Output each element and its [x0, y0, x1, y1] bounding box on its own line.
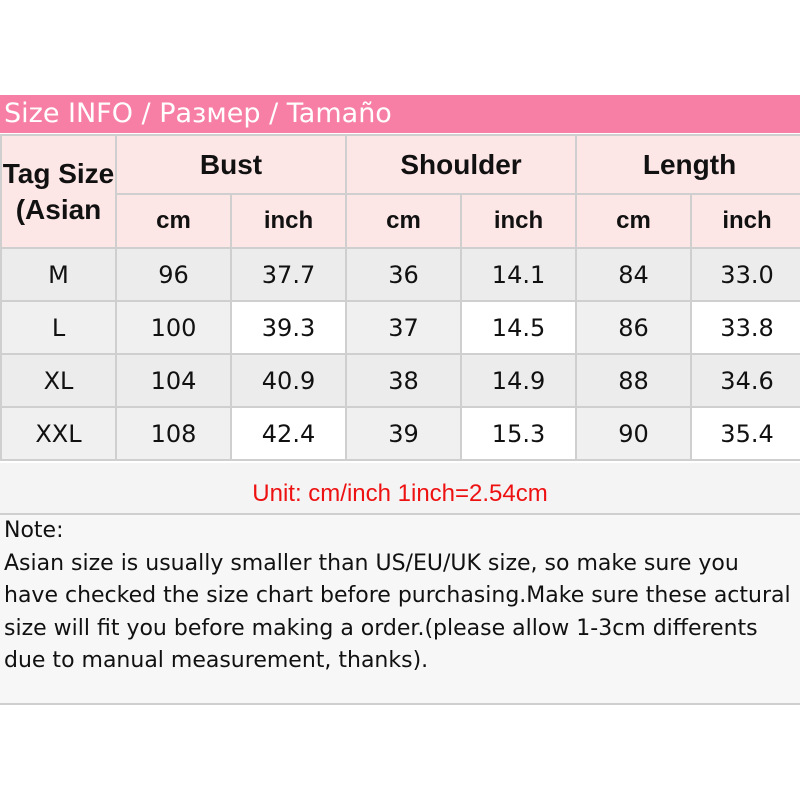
value-cell: 35.4	[690, 406, 800, 461]
tag-size-header: Tag Size (Asian	[0, 134, 117, 249]
value-cell: 37.7	[229, 247, 348, 302]
value-cell: 15.3	[460, 406, 578, 461]
unit-header: inch	[229, 193, 348, 249]
unit-header: inch	[460, 193, 578, 249]
value-cell: 14.9	[460, 353, 578, 408]
value-cell: 38	[345, 353, 463, 408]
value-cell: 39	[345, 406, 463, 461]
shoulder-header: Shoulder	[345, 134, 578, 195]
table-row: XL 104 40.9 38 14.9 88 34.6	[0, 353, 800, 408]
value-cell: 14.1	[460, 247, 578, 302]
value-cell: 108	[115, 406, 232, 461]
unit-conversion-note: Unit: cm/inch 1inch=2.54cm	[0, 463, 800, 515]
value-cell: 34.6	[690, 353, 800, 408]
size-cell: M	[0, 247, 117, 302]
unit-header: inch	[690, 193, 800, 249]
note-heading: Note:	[4, 518, 64, 543]
value-cell: 33.8	[690, 300, 800, 355]
value-cell: 33.0	[690, 247, 800, 302]
note-text: Asian size is usually smaller than US/EU…	[4, 550, 791, 674]
value-cell: 84	[575, 247, 693, 302]
note-section: Note: Asian size is usually smaller than…	[0, 515, 800, 705]
size-info-title: Size INFO / Размер / Tamaño	[0, 95, 800, 133]
value-cell: 14.5	[460, 300, 578, 355]
size-cell: XL	[0, 353, 117, 408]
table-row: XXL 108 42.4 39 15.3 90 35.4	[0, 406, 800, 461]
value-cell: 40.9	[229, 353, 348, 408]
value-cell: 104	[115, 353, 232, 408]
value-cell: 88	[575, 353, 693, 408]
size-table: Tag Size (Asian Bust Shoulder Length cm …	[0, 134, 800, 461]
unit-header: cm	[575, 193, 693, 249]
value-cell: 39.3	[229, 300, 348, 355]
value-cell: 96	[115, 247, 232, 302]
bust-header: Bust	[114, 134, 348, 195]
value-cell: 90	[575, 406, 693, 461]
value-cell: 42.4	[229, 406, 348, 461]
value-cell: 36	[345, 247, 463, 302]
value-cell: 86	[575, 300, 693, 355]
table-row: L 100 39.3 37 14.5 86 33.8	[0, 300, 800, 355]
unit-header: cm	[345, 193, 463, 249]
length-header: Length	[575, 134, 800, 195]
size-cell: L	[0, 300, 117, 355]
value-cell: 37	[345, 300, 463, 355]
value-cell: 100	[115, 300, 232, 355]
size-cell: XXL	[0, 406, 117, 461]
table-row: M 96 37.7 36 14.1 84 33.0	[0, 247, 800, 302]
unit-header: cm	[115, 193, 232, 249]
